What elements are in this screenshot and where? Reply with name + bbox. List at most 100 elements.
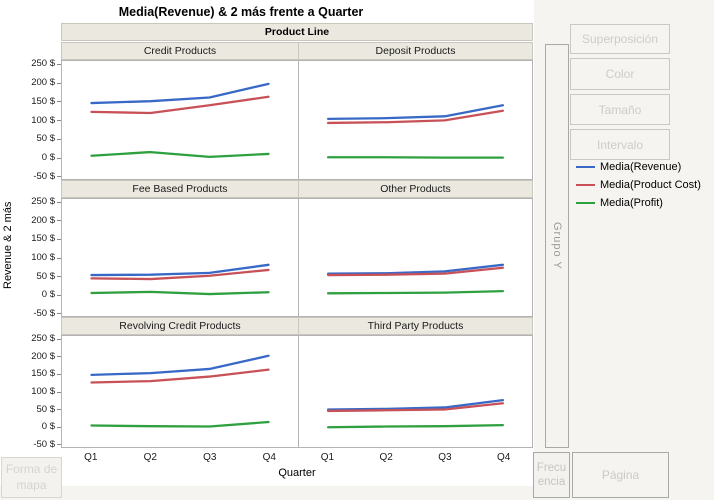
legend-item-product-cost[interactable]: Media(Product Cost) bbox=[576, 176, 701, 194]
dropzone-overlay-button[interactable]: Superposición bbox=[570, 24, 670, 54]
facet-header-product-line: Product Line bbox=[61, 23, 533, 41]
series-line-media-product-cost-[interactable] bbox=[328, 403, 503, 411]
y-axis-tick-mark bbox=[57, 82, 61, 84]
revenue-line-swatch bbox=[576, 165, 595, 169]
panel-other-products[interactable] bbox=[298, 198, 533, 317]
y-axis-tick-mark bbox=[57, 220, 61, 222]
y-axis-tick-mark bbox=[57, 257, 61, 259]
series-line-media-revenue-[interactable] bbox=[328, 105, 503, 119]
y-axis-tick-label: -50 $ bbox=[33, 170, 55, 182]
series-line-media-product-cost-[interactable] bbox=[92, 270, 269, 279]
legend-item-revenue[interactable]: Media(Revenue) bbox=[576, 158, 701, 176]
y-axis-tick-label: 200 $ bbox=[31, 350, 55, 362]
y-axis-tick-label: 100 $ bbox=[31, 386, 55, 397]
dropzone-color-button[interactable]: Color bbox=[570, 58, 670, 90]
y-axis-tick-label: 150 $ bbox=[31, 95, 55, 107]
y-axis-tick-mark bbox=[57, 356, 61, 358]
x-axis-tick-label: Q4 bbox=[262, 452, 276, 463]
dropzone-frequency-button[interactable]: Frecuencia bbox=[533, 452, 570, 498]
x-axis-tick-label: Q3 bbox=[438, 452, 452, 463]
dropzone-page-button[interactable]: Página bbox=[572, 452, 669, 498]
y-axis-tick-label: 0 $ bbox=[41, 289, 55, 301]
series-line-media-profit-[interactable] bbox=[92, 292, 269, 294]
y-axis-tick-mark bbox=[57, 444, 61, 446]
y-axis-tick-mark bbox=[57, 176, 61, 178]
series-line-media-revenue-[interactable] bbox=[328, 265, 503, 274]
panel-plot-svg bbox=[62, 61, 298, 179]
x-axis-tick-label: Q2 bbox=[143, 452, 157, 463]
series-line-media-product-cost-[interactable] bbox=[328, 111, 503, 123]
chart-title: Media(Revenue) & 2 más frente a Quarter bbox=[118, 5, 364, 19]
y-axis-tick-mark bbox=[57, 63, 61, 65]
group-y-label: Grupo Y bbox=[551, 222, 563, 270]
series-line-media-product-cost-[interactable] bbox=[328, 268, 503, 275]
dropzone-map-shape-button[interactable]: Forma de mapa bbox=[1, 457, 62, 498]
legend-item-profit[interactable]: Media(Profit) bbox=[576, 194, 701, 212]
x-axis-tick-label: Q3 bbox=[203, 452, 217, 463]
legend: Media(Revenue) Media(Product Cost) Media… bbox=[576, 158, 701, 212]
product-cost-line-swatch bbox=[576, 183, 595, 187]
dropzone-size-button[interactable]: Tamaño bbox=[570, 94, 670, 125]
x-axis-title: Quarter bbox=[278, 467, 316, 479]
y-axis-tick-mark bbox=[57, 426, 61, 428]
x-axis-tick-label: Q4 bbox=[496, 452, 511, 463]
panel-fee-based-products[interactable] bbox=[61, 198, 299, 317]
panel-third-party-products[interactable] bbox=[298, 335, 533, 448]
y-axis-tick-label: 250 $ bbox=[31, 196, 55, 208]
series-line-media-profit-[interactable] bbox=[92, 422, 269, 427]
y-axis-tick-mark bbox=[57, 120, 61, 121]
y-axis-tick-label: 200 $ bbox=[31, 77, 55, 88]
panel-revolving-credit-products[interactable] bbox=[61, 335, 299, 448]
legend-label: Media(Revenue) bbox=[600, 161, 682, 173]
y-axis-tick-mark bbox=[57, 373, 61, 375]
series-line-media-revenue-[interactable] bbox=[92, 356, 269, 375]
y-axis-tick-label: -50 $ bbox=[33, 438, 55, 450]
y-axis-tick-label: 250 $ bbox=[31, 58, 55, 70]
y-axis-tick-label: 0 $ bbox=[41, 421, 55, 433]
y-axis-tick-label: -50 $ bbox=[33, 307, 55, 319]
y-axis-tick-label: 50 $ bbox=[36, 133, 56, 145]
panel-header-other-products: Other Products bbox=[298, 180, 533, 198]
series-line-media-product-cost-[interactable] bbox=[92, 97, 269, 113]
y-axis-tick-label: 250 $ bbox=[31, 333, 55, 345]
series-line-media-revenue-[interactable] bbox=[92, 265, 269, 275]
y-axis-tick-mark bbox=[57, 338, 61, 340]
y-axis-tick-label: 200 $ bbox=[31, 214, 55, 226]
panel-deposit-products[interactable] bbox=[298, 60, 533, 180]
series-line-media-revenue-[interactable] bbox=[328, 400, 503, 409]
panel-credit-products[interactable] bbox=[61, 60, 299, 180]
panel-plot-svg bbox=[299, 199, 532, 316]
x-axis-tick-label: Q1 bbox=[84, 452, 98, 463]
panel-plot-svg bbox=[62, 336, 298, 447]
y-axis-tick-mark bbox=[57, 101, 61, 103]
y-axis-tick-label: 50 $ bbox=[36, 403, 56, 415]
y-axis-tick-label: 150 $ bbox=[31, 368, 55, 380]
y-axis-tick-mark bbox=[57, 294, 61, 296]
panel-plot-svg bbox=[299, 336, 532, 447]
y-axis-tick-label: 50 $ bbox=[36, 270, 56, 282]
y-axis-tick-label: 100 $ bbox=[31, 252, 55, 263]
y-axis-tick-mark bbox=[57, 276, 61, 278]
dropzone-group-y-strip[interactable]: Grupo Y bbox=[545, 44, 569, 448]
panel-header-revolving-credit-products: Revolving Credit Products bbox=[61, 317, 299, 335]
profit-line-swatch bbox=[576, 201, 595, 205]
series-line-media-profit-[interactable] bbox=[328, 425, 503, 427]
y-axis-tick-mark bbox=[57, 157, 61, 159]
y-axis-tick-mark bbox=[57, 201, 61, 203]
y-axis-tick-mark bbox=[57, 391, 61, 393]
panel-header-credit-products: Credit Products bbox=[61, 42, 299, 60]
dropzone-interval-button[interactable]: Intervalo bbox=[570, 129, 670, 160]
y-axis-title: Revenue & 2 más bbox=[2, 201, 14, 290]
legend-label: Media(Profit) bbox=[600, 197, 663, 209]
x-axis-tick-label: Q2 bbox=[379, 452, 393, 463]
y-axis-tick-mark bbox=[57, 238, 61, 240]
panel-header-fee-based-products: Fee Based Products bbox=[61, 180, 299, 198]
series-line-media-revenue-[interactable] bbox=[92, 84, 269, 103]
panel-header-third-party-products: Third Party Products bbox=[298, 317, 533, 335]
y-axis-tick-label: 150 $ bbox=[31, 233, 55, 245]
series-line-media-profit-[interactable] bbox=[328, 291, 503, 293]
series-line-media-product-cost-[interactable] bbox=[92, 370, 269, 383]
legend-label: Media(Product Cost) bbox=[600, 179, 701, 191]
series-line-media-profit-[interactable] bbox=[92, 152, 269, 157]
